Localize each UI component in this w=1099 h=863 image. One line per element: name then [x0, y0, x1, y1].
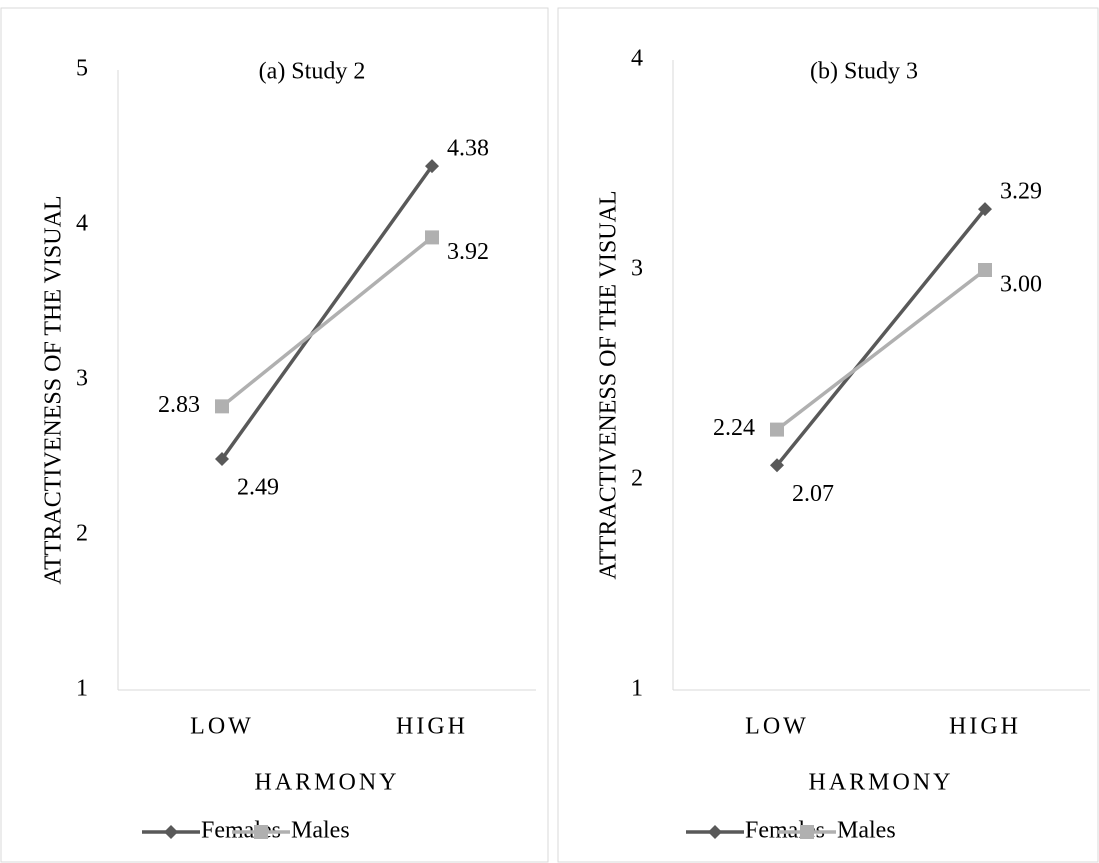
data-label: 3.00	[1000, 272, 1042, 298]
series-line	[775, 268, 987, 431]
data-label: 3.92	[447, 239, 489, 265]
series-line	[220, 165, 434, 461]
x-axis-label: HARMONY	[254, 770, 399, 796]
y-tick-label: 1	[631, 676, 643, 702]
panel-border	[0, 7, 549, 863]
data-label: 2.83	[158, 392, 200, 418]
marker	[708, 825, 722, 839]
marker	[978, 263, 992, 277]
marker	[425, 159, 439, 174]
marker	[425, 230, 439, 245]
marker	[770, 422, 784, 437]
data-label: 2.07	[792, 481, 834, 507]
y-axis-label: ATTRACTIVENESS OF THE VISUAL	[41, 195, 67, 584]
x-tick-label: LOW	[745, 714, 809, 740]
y-tick-label: 3	[76, 366, 88, 392]
marker	[800, 825, 814, 839]
y-tick-label: 2	[76, 521, 88, 547]
legend-label: Males	[291, 818, 350, 844]
marker	[215, 452, 229, 467]
x-tick-label: HIGH	[949, 714, 1021, 740]
y-tick-label: 4	[76, 211, 88, 237]
data-label: 2.49	[237, 475, 279, 501]
marker	[978, 202, 992, 217]
y-tick-label: 1	[76, 676, 88, 702]
marker	[770, 458, 784, 473]
y-axis-label: ATTRACTIVENESS OF THE VISUAL	[596, 190, 622, 579]
chart-title: (b) Study 3	[810, 59, 918, 85]
y-tick-label: 5	[76, 56, 88, 82]
marker	[164, 825, 178, 839]
legend-label: Males	[837, 818, 896, 844]
y-tick-label: 2	[631, 466, 643, 492]
data-label: 4.38	[447, 136, 489, 162]
data-label: 2.24	[713, 415, 755, 441]
x-axis-label: HARMONY	[808, 770, 953, 796]
marker	[254, 825, 268, 839]
x-tick-label: HIGH	[396, 714, 468, 740]
data-label: 3.29	[1000, 179, 1042, 205]
series-line	[220, 236, 434, 408]
marker	[215, 399, 229, 414]
y-tick-label: 3	[631, 256, 643, 282]
panel-border	[557, 7, 1099, 863]
y-tick-label: 4	[631, 46, 643, 72]
series-line	[775, 207, 987, 467]
chart-title: (a) Study 2	[259, 59, 366, 85]
x-tick-label: LOW	[190, 714, 254, 740]
